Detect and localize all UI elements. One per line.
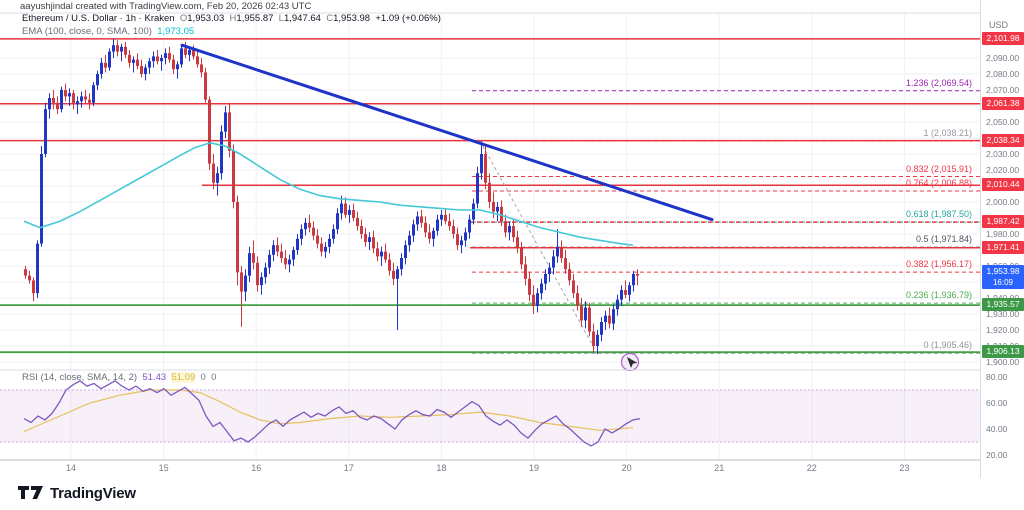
price-tick: 1,920.00: [986, 325, 1020, 335]
candles: [24, 38, 639, 354]
price-tick: 1,930.00: [986, 309, 1020, 319]
rsi-tick: 60.00: [986, 398, 1008, 408]
price-badge: 1,935.57: [982, 298, 1024, 312]
price-tick: 2,080.00: [986, 69, 1020, 79]
rsi-value: 51.43: [142, 372, 167, 383]
horizontal-lines: [0, 38, 980, 354]
rsi-tick: 40.00: [986, 424, 1008, 434]
rsi-legend: RSI (14, close, SMA, 14, 2) 51.43 51.09 …: [22, 372, 216, 383]
open-value: 1,953.03: [187, 13, 225, 24]
price-badge: 2,101.98: [982, 31, 1024, 45]
close-label: C: [326, 13, 334, 24]
price-tick: 2,030.00: [986, 149, 1020, 159]
price-tick: 2,020.00: [986, 165, 1020, 175]
footer: TradingView: [0, 478, 1024, 510]
date-label: 15: [158, 463, 169, 473]
axis-currency-label: USD: [989, 20, 1009, 30]
price-tick: 2,090.00: [986, 53, 1020, 63]
date-label: 20: [621, 463, 632, 473]
rsi-ma-value: 51.09: [171, 372, 196, 383]
price-axis[interactable]: USD 2,090.00 2,080.00 2,070.00 2,050.00 2,03…: [980, 0, 1024, 478]
price-tick: 2,000.00: [986, 197, 1020, 207]
symbol-legend: Ethereum / U.S. Dollar · 1h · Kraken O1,…: [22, 13, 441, 24]
tradingview-logo-text: TradingView: [50, 484, 136, 502]
symbol-title: Ethereum / U.S. Dollar · 1h · Kraken: [22, 13, 175, 24]
ema-name: EMA (100, close, 0, SMA, 100): [22, 26, 152, 37]
high-label: H: [229, 13, 237, 24]
time-axis[interactable]: 14 15 16 17 18 19 20 21 22 23: [0, 460, 980, 478]
ema-value: 1,973.05: [157, 26, 195, 37]
price-tick: 1,980.00: [986, 229, 1020, 239]
price-badge: 1,987.42: [982, 215, 1024, 229]
date-label: 19: [529, 463, 540, 473]
price-badge: 2,061.38: [982, 96, 1024, 110]
date-label: 23: [899, 463, 910, 473]
rsi-tick: 20.00: [986, 450, 1008, 460]
price-tick: 1,900.00: [986, 357, 1020, 367]
date-label: 21: [714, 463, 725, 473]
price-badge: 1,906.13: [982, 345, 1024, 359]
tradingview-logo-icon: [18, 486, 43, 499]
ema-legend: EMA (100, close, 0, SMA, 100) 1,973.05: [22, 26, 194, 37]
attribution-text: aayushjindal created with TradingView.co…: [20, 1, 312, 12]
price-tick: 2,050.00: [986, 117, 1020, 127]
rsi-name: RSI (14, close, SMA, 14, 2): [22, 372, 138, 383]
tradingview-logo: TradingView: [18, 484, 136, 502]
chart-canvas[interactable]: [0, 0, 980, 478]
price-badge: 2,010.44: [982, 178, 1024, 192]
price-badge: 1,971.41: [982, 240, 1024, 254]
cursor-icon: [620, 352, 640, 372]
rsi-pane: [0, 389, 980, 443]
low-value: 1,947.64: [283, 13, 321, 24]
rsi-ma-line: [23, 389, 634, 433]
date-label: 18: [436, 463, 447, 473]
change-value: +1.09 (+0.06%): [375, 13, 441, 24]
rsi-lower-value: 0: [211, 372, 217, 383]
gridlines: [0, 13, 980, 460]
chart-area[interactable]: Ethereum / U.S. Dollar · 1h · Kraken O1,…: [0, 0, 980, 478]
trendline: [180, 43, 714, 222]
rsi-tick: 80.00: [986, 372, 1008, 382]
price-badge: 2,038.34: [982, 133, 1024, 147]
date-label: 16: [251, 463, 262, 473]
rsi-line: [23, 380, 641, 447]
price-tick: 1,940.00: [986, 293, 1019, 303]
price-tick: 2,070.00: [986, 85, 1020, 95]
open-label: O: [179, 13, 188, 24]
date-label: 22: [806, 463, 817, 473]
date-label: 14: [66, 463, 77, 473]
close-value: 1,953.98: [333, 13, 371, 24]
fib-connector: [479, 140, 598, 354]
rsi-upper-value: 0: [200, 372, 206, 383]
low-label: L: [278, 13, 284, 24]
price-badge: 1,953.98 16:09: [982, 264, 1024, 289]
ema-line: [23, 141, 634, 246]
date-label: 17: [343, 463, 354, 473]
high-value: 1,955.87: [236, 13, 274, 24]
